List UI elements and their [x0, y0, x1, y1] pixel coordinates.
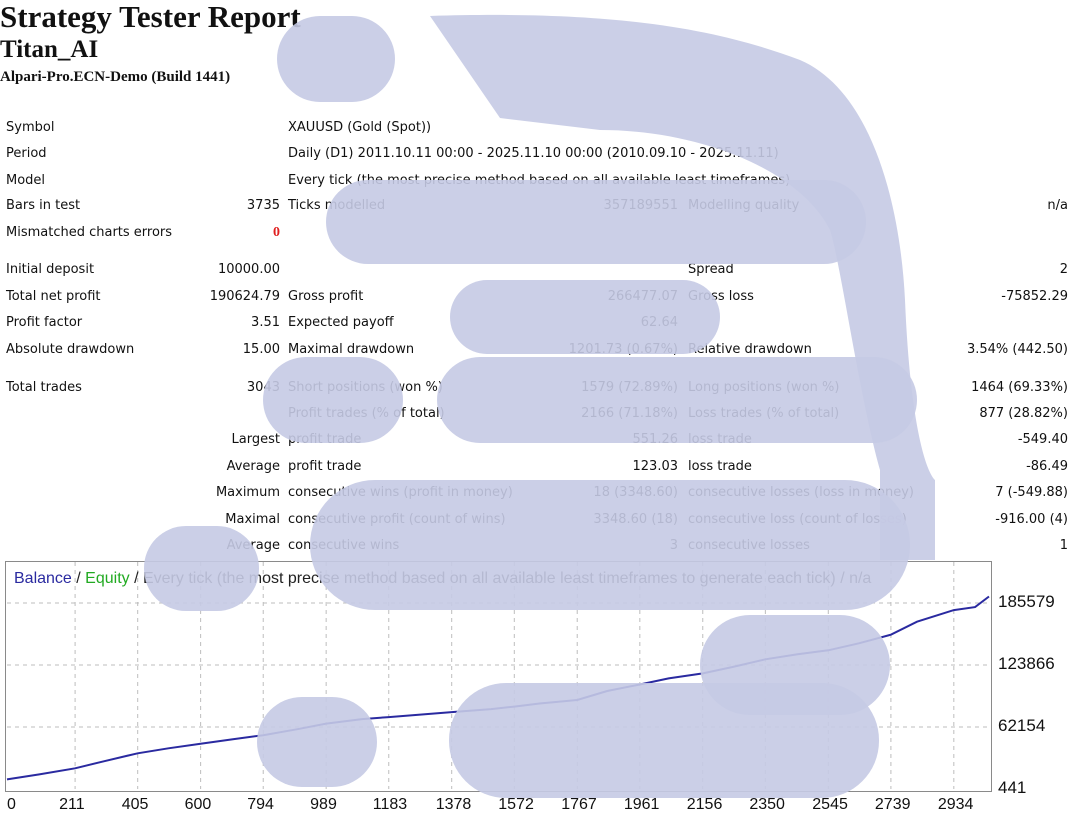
legend-balance: Balance [14, 570, 72, 587]
y-tick-label: 62154 [998, 716, 1046, 735]
legend-equity: Equity [85, 570, 130, 587]
x-tick-label: 1183 [372, 796, 408, 813]
series-line-balance [6, 595, 990, 781]
mismatch-label: Mismatched charts errors [6, 225, 173, 240]
x-tick-label: 211 [59, 796, 85, 813]
net-profit-value: 190624.79 [209, 289, 280, 304]
gross-loss-value: -75852.29 [1001, 289, 1068, 304]
chart-legend: Balance / Equity / Every tick (the most … [14, 570, 871, 588]
model-label: Model [6, 173, 46, 188]
server-build: Alpari-Pro.ECN-Demo (Build 1441) [0, 69, 231, 85]
max-consecutive-losses-value: 7 (-549.88) [995, 485, 1068, 500]
quality-value: n/a [1047, 198, 1068, 213]
x-tick-label: 989 [310, 796, 337, 813]
symbol-label: Symbol [6, 120, 55, 135]
x-tick-label: 600 [184, 796, 212, 813]
total-trades-label: Total trades [6, 380, 82, 395]
x-tick-label: 1767 [561, 796, 597, 813]
bars-label: Bars in test [6, 198, 81, 213]
x-tick-label: 2350 [749, 796, 785, 813]
bars-value: 3735 [246, 198, 280, 213]
relative-drawdown-value: 3.54% (442.50) [966, 342, 1068, 357]
profit-factor-value: 3.51 [251, 315, 280, 330]
initial-deposit-label: Initial deposit [6, 262, 95, 277]
maximum-label: Maximum [215, 485, 280, 500]
y-tick-label: 185579 [998, 592, 1055, 611]
y-tick-label: 441 [998, 778, 1027, 797]
y-tick-label: 123866 [998, 654, 1055, 673]
spread-value: 2 [1059, 262, 1068, 277]
average-label: Average [226, 459, 280, 474]
x-tick-label: 794 [247, 796, 274, 813]
x-tick-label: 1572 [498, 796, 534, 813]
average-loss-value: -86.49 [1026, 459, 1068, 474]
largest-loss-value: -549.40 [1017, 432, 1068, 447]
expected-payoff-label: Expected payoff [288, 315, 394, 330]
x-tick-label: 1961 [623, 796, 660, 813]
loss-trades-value: 877 (28.82%) [979, 406, 1068, 421]
legend-separator: / [71, 570, 86, 587]
profit-factor-label: Profit factor [6, 315, 83, 330]
period-label: Period [6, 146, 47, 161]
expert-name: Titan_AI [0, 36, 99, 63]
report-title: Strategy Tester Report [0, 0, 301, 34]
average-consecutive-losses-value: 1 [1059, 538, 1068, 553]
x-tick-label: 0 [7, 796, 16, 813]
x-tick-label: 2934 [937, 796, 974, 813]
long-positions-value: 1464 (69.33%) [971, 380, 1068, 395]
absolute-drawdown-value: 15.00 [242, 342, 280, 357]
x-tick-label: 2545 [812, 796, 848, 813]
absolute-drawdown-label: Absolute drawdown [6, 342, 135, 357]
x-tick-label: 405 [121, 796, 149, 813]
mismatch-value: 0 [273, 225, 280, 240]
x-tick-label: 2156 [686, 796, 723, 813]
symbol-value: XAUUSD (Gold (Spot)) [288, 120, 432, 135]
net-profit-label: Total net profit [6, 289, 101, 304]
x-tick-label: 1378 [435, 796, 472, 813]
maximal-drawdown-label: Maximal drawdown [288, 342, 415, 357]
legend-description: / Every tick (the most precise method ba… [129, 570, 872, 587]
initial-deposit-value: 10000.00 [217, 262, 280, 277]
average-profit-label: profit trade [288, 459, 362, 474]
maximal-label: Maximal [225, 512, 280, 527]
gross-profit-label: Gross profit [288, 289, 364, 304]
maximal-consecutive-loss-value: -916.00 (4) [995, 512, 1068, 527]
x-tick-label: 2739 [874, 796, 911, 813]
